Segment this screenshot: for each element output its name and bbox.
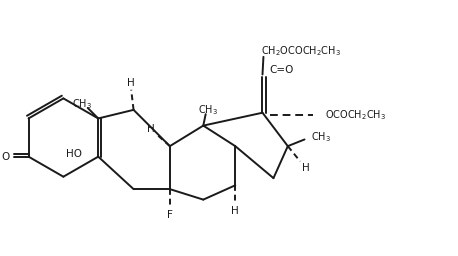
Text: H: H — [147, 124, 155, 134]
Text: H: H — [302, 163, 310, 173]
Text: H: H — [127, 78, 135, 88]
Text: CH$_2$OCOCH$_2$CH$_3$: CH$_2$OCOCH$_2$CH$_3$ — [261, 44, 341, 58]
Text: CH$_3$: CH$_3$ — [311, 131, 331, 144]
Text: H: H — [231, 206, 239, 216]
Text: CH$_3$: CH$_3$ — [71, 97, 92, 111]
Text: OCOCH$_2$CH$_3$: OCOCH$_2$CH$_3$ — [325, 108, 386, 122]
Text: O: O — [1, 152, 9, 162]
Text: CH$_3$: CH$_3$ — [198, 103, 218, 117]
Text: F: F — [167, 210, 173, 220]
Text: HO: HO — [66, 149, 82, 159]
Text: C=O: C=O — [269, 65, 294, 75]
